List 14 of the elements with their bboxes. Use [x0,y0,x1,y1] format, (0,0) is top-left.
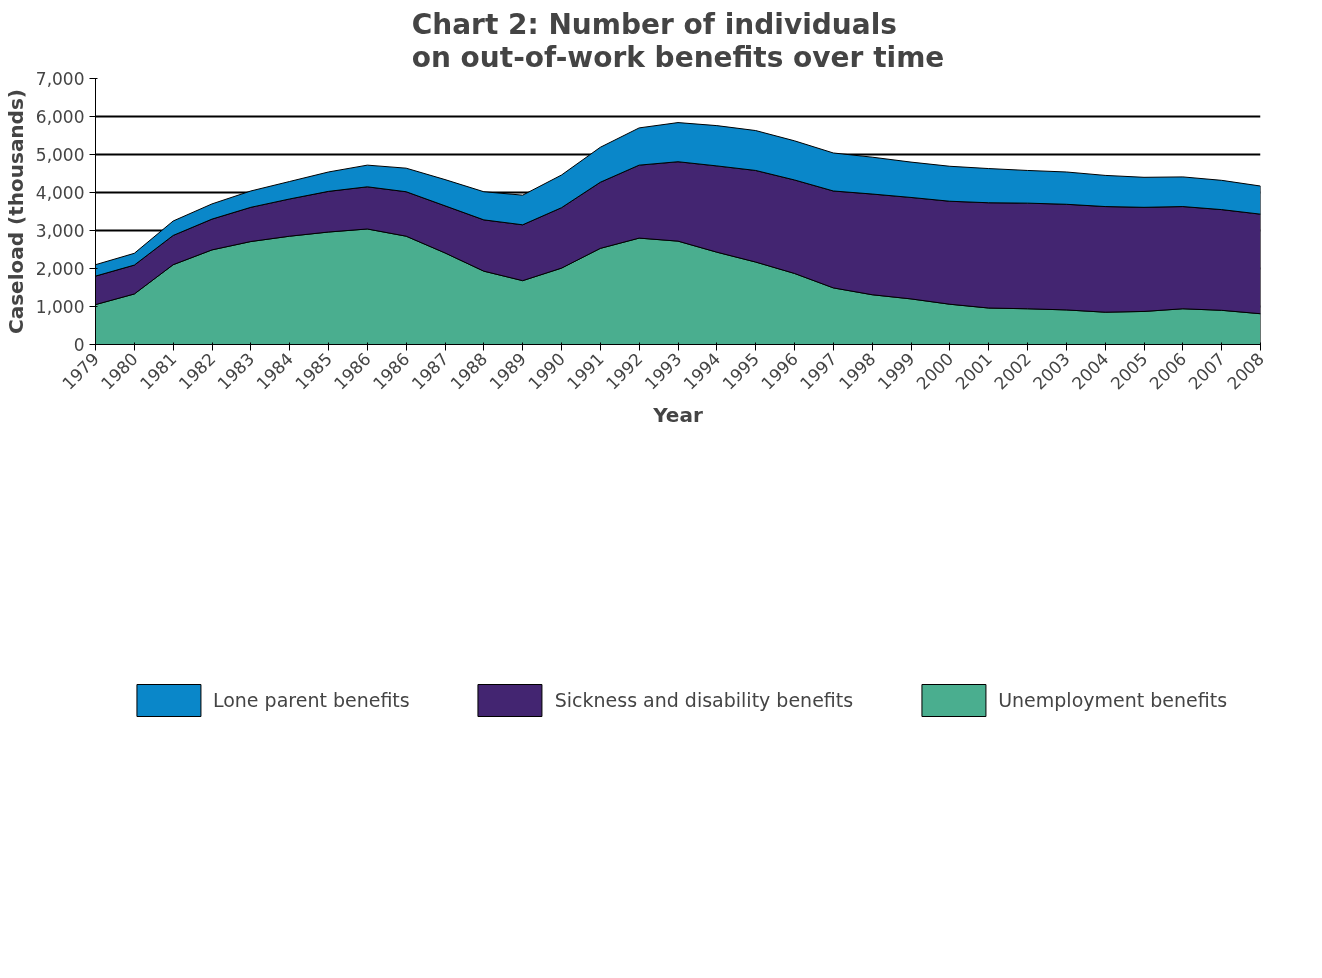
chart-title: Chart 2: Number of individuals on out-of-work benefits over time [411,7,945,74]
y-tick-label: 4,000 [35,183,85,203]
y-tick-label: 5,000 [35,145,85,165]
y-tick-label: 6,000 [35,107,85,127]
y-tick-label: 7,000 [35,69,85,89]
y-tick-label: 0 [73,335,85,355]
legend-label: Lone parent benefits [212,689,410,711]
y-tick-label: 1,000 [35,297,85,317]
y-tick-label: 3,000 [35,221,85,241]
y-axis-title: Caseload (thousands) [3,89,28,334]
y-tick-label: 2,000 [35,259,85,279]
x-axis-title: Year [652,403,703,428]
legend-label: Unemployment benefits [998,689,1228,711]
legend-label: Sickness and disability benefits [554,689,854,711]
